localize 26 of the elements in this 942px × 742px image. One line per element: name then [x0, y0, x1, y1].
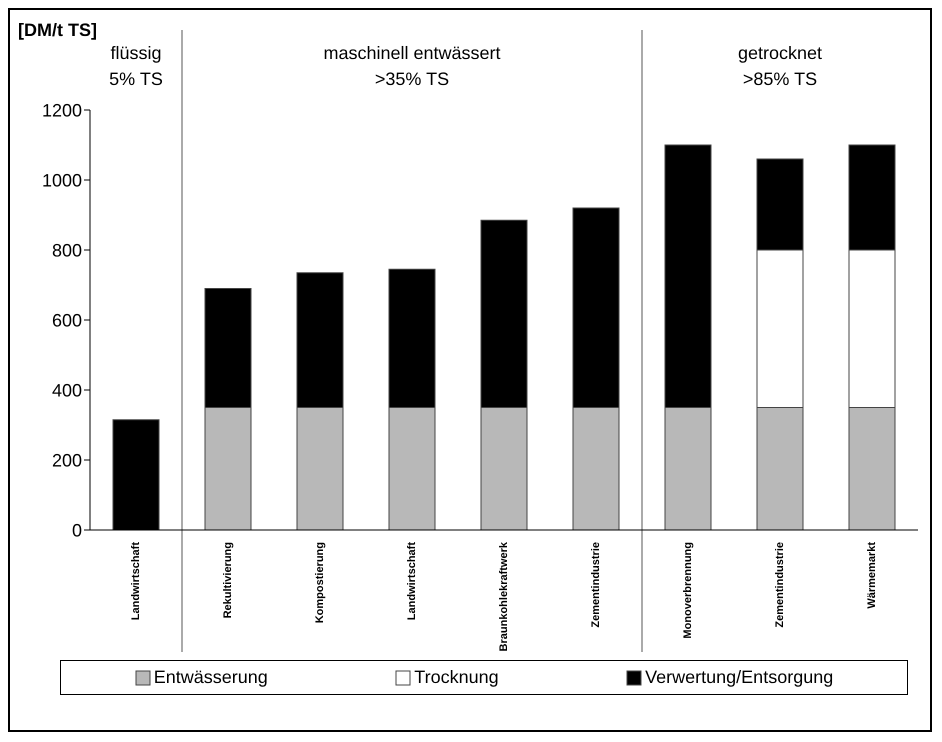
x-tick-label: Wärmemarkt [866, 542, 878, 609]
x-tick-label: Landwirtschaft [130, 542, 142, 620]
y-tick-label: 800 [52, 240, 82, 260]
text: >85% TS [742, 68, 818, 91]
x-tick-label: Braunkohlekraftwerk [498, 541, 510, 652]
y-tick-label: 600 [52, 310, 82, 330]
y-tick-label: 400 [52, 380, 82, 400]
x-tick-label: Kompostierung [314, 542, 326, 624]
x-tick-label: Zementindustrie [774, 542, 786, 628]
y-tick-label: 1000 [42, 170, 82, 190]
text: >35% TS [374, 68, 450, 91]
x-tick-label: Landwirtschaft [406, 542, 418, 620]
text: maschinell entwässert [322, 42, 502, 65]
y-tick-label: 1200 [42, 100, 82, 120]
y-tick-label: 0 [72, 520, 82, 540]
legend-label: Trocknung [413, 667, 499, 688]
y-tick-label: 200 [52, 450, 82, 470]
legend-label: Entwässerung [152, 667, 268, 688]
y-axis-title: [DM/t TS] [18, 20, 97, 41]
x-tick-label: Rekultivierung [222, 542, 234, 618]
text: 5% TS [108, 68, 164, 91]
x-tick-label: Zementindustrie [590, 542, 602, 628]
legend-label: Verwertung/Entsorgung [644, 667, 834, 688]
text: getrocknet [736, 42, 824, 65]
x-tick-label: Monoverbrennung [682, 542, 694, 639]
text: flüssig [109, 42, 163, 65]
